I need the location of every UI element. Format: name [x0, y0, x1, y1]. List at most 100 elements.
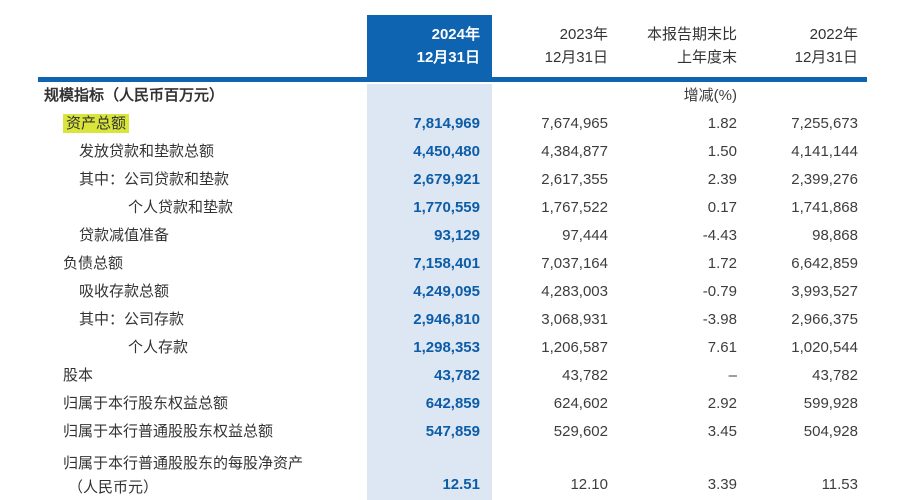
- change-unit-label: 增减(%): [683, 87, 737, 104]
- table-row: 股本 43,782 43,782 – 43,782: [38, 362, 867, 390]
- value-2022: 7,255,673: [791, 115, 858, 132]
- value-2024: 43,782: [434, 367, 480, 384]
- column-header-2022-year: 2022年: [809, 26, 858, 43]
- value-2023: 97,444: [562, 227, 608, 244]
- value-2024: 547,859: [425, 423, 480, 440]
- row-label: 归属于本行普通股股东的每股净资产 （人民币元）: [63, 455, 304, 496]
- value-change: 3.39: [707, 476, 737, 493]
- value-change: -0.79: [702, 283, 737, 300]
- row-label: 资产总额: [38, 110, 367, 138]
- value-change: 0.17: [707, 199, 737, 216]
- row-label: 股本: [63, 367, 94, 384]
- column-header-2024: 2024年 12月31日: [367, 23, 492, 77]
- value-2024: 4,450,480: [413, 143, 480, 160]
- table-row: 其中：公司贷款和垫款 2,679,921 2,617,355 2.39 2,399,27…: [38, 166, 867, 194]
- value-2022: 11.53: [821, 476, 858, 493]
- column-header-2023-year: 2023年: [559, 26, 608, 43]
- row-label: 其中：公司贷款和垫款: [79, 171, 230, 188]
- table-body: 资产总额 7,814,969 7,674,965 1.82 7,255,673 发放贷款和…: [38, 110, 867, 500]
- value-2022: 98,868: [812, 227, 858, 244]
- value-2024: 12.51: [442, 476, 480, 493]
- value-2023: 2,617,355: [541, 171, 608, 188]
- table-row: 负债总额 7,158,401 7,037,164 1.72 6,642,859: [38, 250, 867, 278]
- value-2022: 1,741,868: [791, 199, 858, 216]
- value-2023: 4,384,877: [541, 143, 608, 160]
- table-body-wrap: 规模指标（人民币百万元） 增减(%) 资产总额 7,814,969 7,674,96…: [38, 82, 867, 500]
- value-2023: 1,206,587: [541, 339, 608, 356]
- header-divider-rule: [38, 77, 867, 82]
- row-label: 负债总额: [63, 255, 124, 272]
- table-row: 个人贷款和垫款 1,770,559 1,767,522 0.17 1,741,868: [38, 194, 867, 222]
- row-label: 个人贷款和垫款: [128, 199, 234, 216]
- value-2024: 2,679,921: [413, 171, 480, 188]
- value-2024: 1,298,353: [413, 339, 480, 356]
- column-header-change: 本报告期末比 上年度末: [608, 23, 737, 77]
- value-change: 1.82: [707, 115, 737, 132]
- table-row: 归属于本行股东权益总额 642,859 624,602 2.92 599,928: [38, 390, 867, 418]
- value-2023: 43,782: [562, 367, 608, 384]
- row-label: 归属于本行股东权益总额: [63, 395, 229, 412]
- column-header-2023: 2023年 12月31日: [492, 23, 608, 77]
- table-row: 贷款减值准备 93,129 97,444 -4.43 98,868: [38, 222, 867, 250]
- value-2023: 7,674,965: [541, 115, 608, 132]
- table-row: 个人存款 1,298,353 1,206,587 7.61 1,020,544: [38, 334, 867, 362]
- column-header-change-line1: 本报告期末比: [646, 26, 737, 43]
- section-spacer: [737, 82, 858, 110]
- row-label: 归属于本行普通股股东权益总额: [63, 423, 274, 440]
- row-label: 其中：公司存款: [79, 311, 185, 328]
- column-header-2022: 2022年 12月31日: [737, 23, 858, 77]
- row-label: 吸收存款总额: [79, 283, 170, 300]
- value-2022: 2,966,375: [791, 311, 858, 328]
- value-2022: 4,141,144: [791, 143, 858, 160]
- value-change: –: [728, 367, 737, 384]
- column-header-2024-year: 2024年: [431, 26, 480, 43]
- column-header-change-line2: 上年度末: [676, 49, 737, 66]
- value-2022: 3,993,527: [791, 283, 858, 300]
- value-2024: 93,129: [434, 227, 480, 244]
- row-label: 个人存款: [128, 339, 189, 356]
- value-2024: 4,249,095: [413, 283, 480, 300]
- value-change: -3.98: [702, 311, 737, 328]
- section-spacer: [367, 82, 492, 110]
- value-2022: 599,928: [803, 395, 858, 412]
- value-2023: 4,283,003: [541, 283, 608, 300]
- table-row: 归属于本行普通股股东的每股净资产 （人民币元） 12.51 12.10 3.39 11.5…: [38, 446, 867, 500]
- value-change: 2.39: [707, 171, 737, 188]
- section-spacer: [492, 82, 608, 110]
- value-2024: 7,814,969: [413, 115, 480, 132]
- section-header-row: 规模指标（人民币百万元） 增减(%): [38, 82, 867, 110]
- table-row: 归属于本行普通股股东权益总额 547,859 529,602 3.45 504,928: [38, 418, 867, 446]
- table-row: 资产总额 7,814,969 7,674,965 1.82 7,255,673: [38, 110, 867, 138]
- table-row: 其中：公司存款 2,946,810 3,068,931 -3.98 2,966,375: [38, 306, 867, 334]
- table-header-row: 2024年 12月31日 2023年 12月31日 本报告期末比 上年度末 20…: [38, 0, 867, 77]
- value-2022: 1,020,544: [791, 339, 858, 356]
- value-change: 7.61: [707, 339, 737, 356]
- value-2023: 3,068,931: [541, 311, 608, 328]
- value-2024: 1,770,559: [413, 199, 480, 216]
- value-2024: 7,158,401: [413, 255, 480, 272]
- column-header-2024-date: 12月31日: [416, 49, 480, 66]
- value-2022: 43,782: [812, 367, 858, 384]
- row-label: 贷款减值准备: [79, 227, 170, 244]
- row-label: 发放贷款和垫款总额: [79, 143, 215, 160]
- value-2023: 7,037,164: [541, 255, 608, 272]
- value-2023: 1,767,522: [541, 199, 608, 216]
- value-change: 1.72: [707, 255, 737, 272]
- section-title: 规模指标（人民币百万元）: [44, 87, 225, 104]
- value-change: 2.92: [707, 395, 737, 412]
- highlighted-label: 资产总额: [63, 114, 130, 133]
- current-period-column-band: [367, 84, 492, 500]
- value-change: -4.43: [702, 227, 737, 244]
- column-header-2023-date: 12月31日: [544, 49, 608, 66]
- value-change: 1.50: [707, 143, 737, 160]
- scale-indicators-table: 2024年 12月31日 2023年 12月31日 本报告期末比 上年度末 20…: [38, 0, 867, 500]
- value-2022: 2,399,276: [791, 171, 858, 188]
- value-2023: 12.10: [570, 476, 608, 493]
- header-spacer: [38, 69, 367, 77]
- value-2024: 2,946,810: [413, 311, 480, 328]
- current-period-header-band: [367, 15, 492, 77]
- value-change: 3.45: [707, 423, 737, 440]
- value-2022: 504,928: [803, 423, 858, 440]
- value-2023: 624,602: [553, 395, 608, 412]
